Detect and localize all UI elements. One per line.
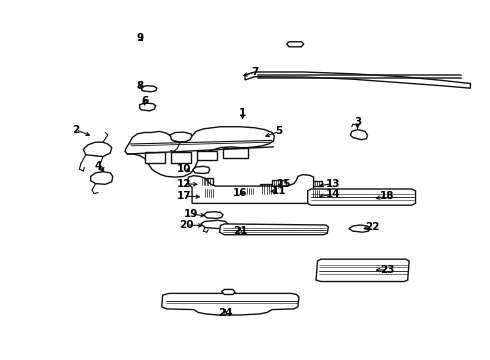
Text: 21: 21	[233, 226, 247, 236]
Polygon shape	[221, 289, 235, 294]
Text: 10: 10	[176, 164, 191, 174]
Polygon shape	[141, 86, 157, 92]
Polygon shape	[220, 224, 328, 235]
Text: 15: 15	[277, 179, 292, 189]
Text: 1: 1	[239, 108, 246, 118]
Polygon shape	[91, 172, 113, 184]
Text: 8: 8	[136, 81, 143, 91]
Bar	[201, 178, 213, 185]
Text: 7: 7	[251, 67, 259, 77]
Bar	[245, 188, 256, 194]
Text: 5: 5	[276, 126, 283, 136]
Polygon shape	[350, 130, 368, 140]
Polygon shape	[125, 127, 274, 177]
Bar	[272, 180, 286, 188]
Text: 20: 20	[179, 220, 194, 230]
Bar	[311, 181, 322, 186]
Bar	[260, 184, 275, 194]
Bar	[223, 148, 248, 158]
Polygon shape	[201, 220, 228, 229]
Polygon shape	[83, 142, 112, 157]
Polygon shape	[316, 259, 409, 282]
Bar	[171, 152, 191, 163]
Text: 23: 23	[380, 265, 394, 275]
Text: 22: 22	[365, 222, 380, 232]
Polygon shape	[187, 175, 314, 203]
Polygon shape	[193, 166, 210, 174]
Text: 13: 13	[326, 179, 341, 189]
Polygon shape	[287, 42, 304, 47]
Text: 12: 12	[176, 179, 191, 189]
Text: 17: 17	[176, 191, 191, 201]
Text: 9: 9	[136, 33, 143, 43]
Text: 3: 3	[354, 117, 361, 127]
Polygon shape	[308, 189, 416, 205]
Bar	[197, 151, 217, 160]
Text: 14: 14	[326, 189, 341, 199]
Bar	[145, 152, 165, 163]
Text: 18: 18	[380, 191, 394, 201]
Polygon shape	[162, 293, 299, 315]
Text: 24: 24	[218, 308, 233, 318]
Text: 19: 19	[184, 209, 198, 219]
Text: 16: 16	[233, 188, 247, 198]
Text: 2: 2	[73, 125, 79, 135]
Text: 11: 11	[272, 186, 287, 196]
Polygon shape	[204, 212, 223, 219]
Bar	[311, 190, 322, 197]
Polygon shape	[349, 225, 370, 232]
Polygon shape	[168, 132, 192, 142]
Polygon shape	[245, 72, 470, 88]
Text: 4: 4	[94, 161, 102, 171]
Polygon shape	[140, 103, 156, 111]
Bar	[203, 189, 217, 197]
Text: 6: 6	[141, 96, 148, 106]
